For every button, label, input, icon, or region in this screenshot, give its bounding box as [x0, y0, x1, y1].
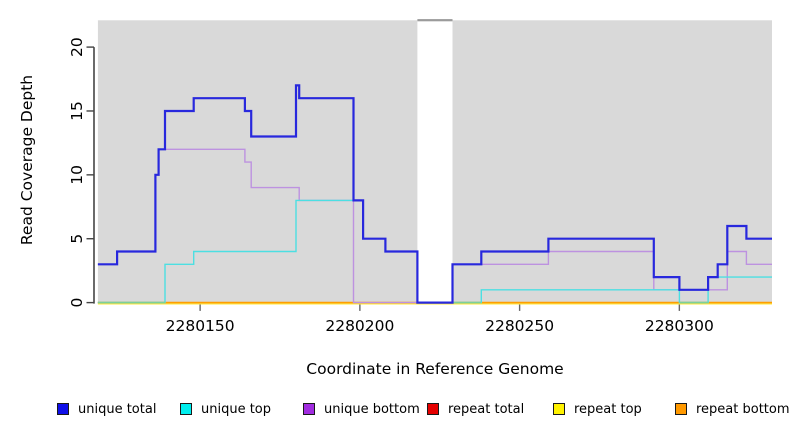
legend-swatch	[675, 403, 687, 415]
legend-label: unique bottom	[324, 401, 420, 417]
legend-label: unique total	[78, 401, 157, 417]
legend-swatch	[180, 403, 192, 415]
legend-item-repeat-total: repeat total	[427, 399, 524, 419]
legend-swatch	[57, 403, 69, 415]
legend-label: repeat top	[574, 401, 642, 417]
x-tick-label: 2280250	[485, 317, 554, 335]
y-tick-label: 0	[68, 298, 86, 308]
legend-item-unique-bottom: unique bottom	[303, 399, 420, 419]
legend-item-unique-top: unique top	[180, 399, 271, 419]
legend-label: repeat bottom	[696, 401, 790, 417]
legend-swatch	[553, 403, 565, 415]
legend-item-repeat-top: repeat top	[553, 399, 642, 419]
legend: unique total unique top unique bottom repea…	[0, 399, 792, 421]
legend-label: unique top	[201, 401, 272, 417]
legend-swatch	[427, 403, 439, 415]
y-tick-label: 15	[68, 101, 86, 121]
x-tick-label: 2280300	[645, 317, 714, 335]
series-unique-total	[97, 84, 772, 304]
y-axis-label: Read Coverage Depth	[18, 74, 36, 246]
masked-region	[417, 20, 453, 304]
legend-label: repeat total	[448, 401, 525, 417]
masked-region-cap	[417, 19, 453, 22]
legend-item-unique-total: unique total	[57, 399, 156, 419]
legend-swatch	[303, 403, 315, 415]
x-tick-label: 2280150	[166, 317, 235, 335]
x-tick-label: 2280200	[325, 317, 394, 335]
y-tick-label: 10	[68, 165, 86, 185]
y-tick-label: 5	[68, 234, 86, 244]
legend-item-repeat-bottom: repeat bottom	[675, 399, 790, 419]
y-tick-label: 20	[68, 37, 86, 57]
x-axis-label: Coordinate in Reference Genome	[306, 360, 564, 378]
